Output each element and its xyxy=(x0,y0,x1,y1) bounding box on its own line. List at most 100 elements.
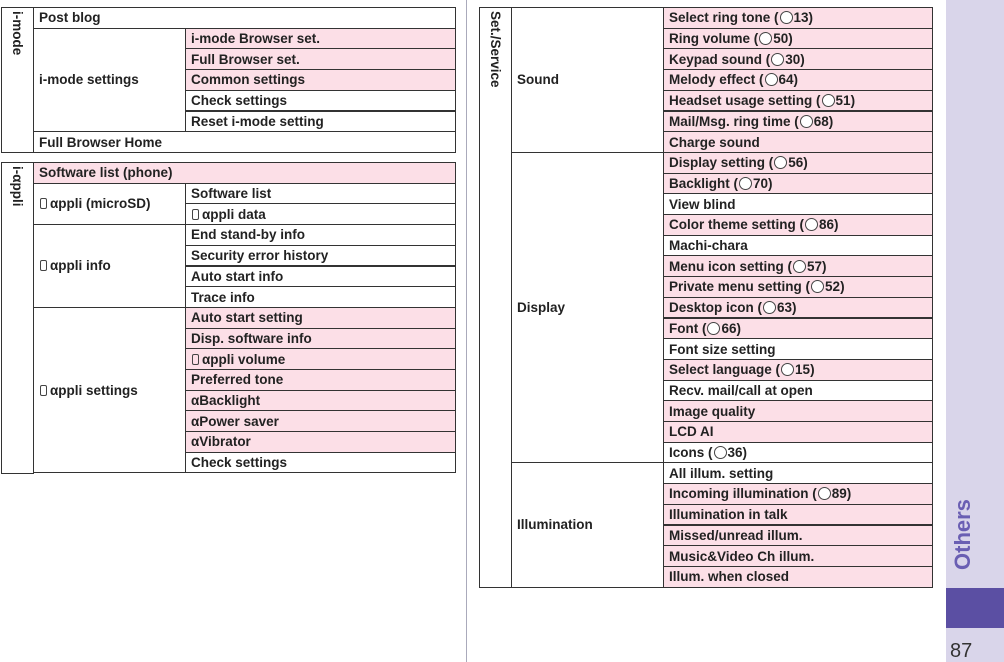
item-cell: Image quality xyxy=(663,400,933,422)
cell-text: Private menu setting ( xyxy=(669,279,811,295)
cell-text: Font size setting xyxy=(669,341,776,357)
cell-text: Melody effect ( xyxy=(669,72,764,88)
menu-icon xyxy=(771,52,785,66)
menu-icon xyxy=(817,487,831,501)
menu-icon xyxy=(764,73,778,87)
tab-marker xyxy=(946,588,1004,628)
group-row: Post blog xyxy=(33,7,456,29)
cell-text: Reset i-mode setting xyxy=(191,113,324,129)
cell-text: Security error history xyxy=(191,248,329,264)
item-cell: Desktop icon ( 63) xyxy=(663,296,933,319)
item-cell: Check settings xyxy=(185,451,456,474)
item-cell: Preferred tone xyxy=(185,369,456,391)
cell-text: Recv. mail/call at open xyxy=(669,382,813,398)
item-cell: Melody effect (64) xyxy=(663,69,933,91)
item-cell: αppli volume xyxy=(185,348,456,370)
item-cell: View blind xyxy=(663,193,933,215)
group-row: Software list (phone) xyxy=(33,162,456,184)
item-cell: Auto start info xyxy=(185,265,456,288)
item-cell: αBacklight xyxy=(185,389,456,412)
menu-icon xyxy=(779,11,793,25)
item-cell: Headset usage setting (51) xyxy=(663,89,933,112)
page-ref: 66) xyxy=(721,320,741,336)
item-cell: αPower saver xyxy=(185,410,456,433)
cell-text: αppli volume xyxy=(202,351,286,367)
item-cell: Illumination in talk xyxy=(663,503,933,526)
section-cell: Set./Service xyxy=(479,7,512,588)
cell-text: Disp. software info xyxy=(191,330,312,346)
cell-text: Common settings xyxy=(191,72,306,88)
item-cell: Ring volume (50) xyxy=(663,27,933,50)
cell-text: αPower saver xyxy=(191,413,279,429)
menu-icon xyxy=(713,446,727,460)
item-cell: LCD AI xyxy=(663,421,933,443)
cell-text: Preferred tone xyxy=(191,372,284,388)
cell-text: Icons ( xyxy=(669,445,713,461)
page-ref: 56) xyxy=(788,155,808,171)
menu-icon xyxy=(707,321,721,335)
cell-text: i-mode settings xyxy=(39,72,139,88)
item-cell: Missed/unread illum. xyxy=(663,524,933,547)
item-cell: Display setting ( 56) xyxy=(663,151,933,174)
cell-text: View blind xyxy=(669,196,736,212)
appli-icon xyxy=(192,353,199,365)
cell-text: Menu icon setting ( xyxy=(669,258,792,274)
item-cell: Disp. software info xyxy=(185,327,456,350)
section-cell: i-mode xyxy=(1,7,34,153)
cell-text: All illum. setting xyxy=(669,465,774,481)
cell-text: Display setting ( xyxy=(669,155,774,171)
cell-text: Desktop icon ( xyxy=(669,300,763,316)
item-cell: Auto start setting xyxy=(185,306,456,329)
section-label: Set./Service xyxy=(488,11,503,88)
menu-icon xyxy=(799,114,813,128)
cell-text: Image quality xyxy=(669,403,756,419)
menu-icon xyxy=(805,218,819,232)
appli-icon xyxy=(192,208,199,220)
cell-text: Charge sound xyxy=(669,134,760,150)
menu-icon xyxy=(821,94,835,108)
item-cell: Music&Video Ch illum. xyxy=(663,545,933,567)
cell-text: αppli info xyxy=(50,258,111,274)
cell-text: LCD AI xyxy=(669,424,714,440)
item-cell: Font ( 66) xyxy=(663,317,933,340)
item-cell: Machi-chara xyxy=(663,234,933,257)
cell-text: Machi-chara xyxy=(669,238,748,254)
appli-icon xyxy=(40,384,47,396)
cell-text: Check settings xyxy=(191,455,288,471)
page-ref: 52) xyxy=(825,279,845,295)
item-cell: Reset i-mode setting xyxy=(185,110,456,133)
group-cell: Illumination xyxy=(511,462,664,588)
page-ref: 50) xyxy=(773,31,793,47)
page-ref: 36) xyxy=(727,445,748,461)
cell-text: i-mode Browser set. xyxy=(191,31,321,47)
cell-text: Select language ( xyxy=(669,362,781,378)
item-cell: Font size setting xyxy=(663,338,933,360)
page-ref: 86) xyxy=(819,217,839,233)
page-ref: 13) xyxy=(793,10,814,26)
menu-icon xyxy=(763,301,777,315)
group-cell: αppli settings xyxy=(33,306,186,474)
page-ref: 51) xyxy=(835,93,856,109)
cell-text: Incoming illumination ( xyxy=(669,486,817,502)
cell-text: Font ( xyxy=(669,320,707,336)
divider xyxy=(466,0,467,662)
page-ref: 63) xyxy=(777,300,797,316)
item-cell: Select ring tone ( 13) xyxy=(663,7,933,29)
item-cell: Full Browser set. xyxy=(185,48,456,71)
cell-text: Illumination xyxy=(517,517,593,533)
cell-text: Check settings xyxy=(191,93,288,109)
item-cell: Recv. mail/call at open xyxy=(663,379,933,402)
cell-text: αppli settings xyxy=(50,382,138,398)
cell-text: Select ring tone ( xyxy=(669,10,779,26)
group-row: Full Browser Home xyxy=(33,131,456,153)
group-cell: Display xyxy=(511,151,664,464)
cell-text: Illum. when closed xyxy=(669,569,790,585)
cell-text: Software list (phone) xyxy=(39,165,173,181)
cell-text: αBacklight xyxy=(191,393,261,409)
item-cell: Illum. when closed xyxy=(663,565,933,588)
cell-text: Software list xyxy=(191,186,272,202)
cell-text: Full Browser Home xyxy=(39,134,163,150)
page-number: 87 xyxy=(950,640,973,662)
item-cell: Trace info xyxy=(185,286,456,308)
